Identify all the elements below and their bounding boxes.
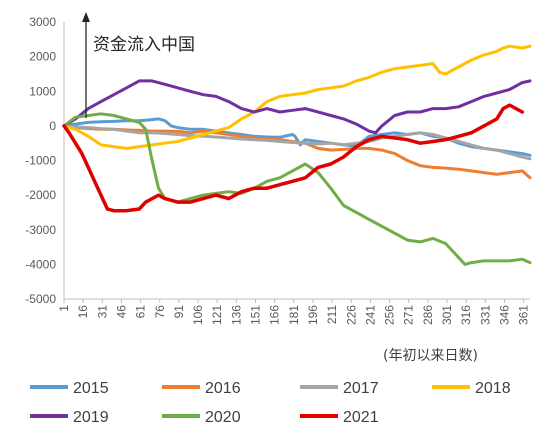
x-axis-ticks: 1 16 31 46 61 76 91 106 121 136 151 166 181 196 211 226…	[57, 299, 531, 325]
x-tick-label: 226	[344, 305, 358, 325]
x-tick-label: 166	[268, 305, 282, 325]
series-line-2020	[62, 112, 532, 266]
x-tick-label: 346	[497, 305, 511, 325]
y-tick-label: 2000	[29, 50, 56, 64]
y-tick-label: -5000	[25, 292, 56, 306]
y-tick-label: 1000	[29, 84, 56, 98]
legend-label-2015: 2015	[73, 380, 109, 397]
legend-label-2018: 2018	[475, 380, 511, 397]
x-tick-label: 76	[153, 305, 167, 319]
x-tick-label: 301	[440, 305, 454, 325]
series-line-2019	[62, 79, 532, 135]
y-tick-label: -3000	[25, 223, 56, 237]
x-tick-label: 256	[383, 305, 397, 325]
annotation-arrow-head	[82, 12, 90, 22]
legend-label-2017: 2017	[343, 380, 379, 397]
x-tick-label: 241	[363, 305, 377, 325]
legend-label-2016: 2016	[205, 380, 241, 397]
x-tick-label: 181	[287, 305, 301, 325]
legend-label-2019: 2019	[73, 409, 109, 426]
legend-label-2020: 2020	[205, 409, 241, 426]
annotation-label: 资金流入中国	[93, 35, 195, 55]
x-tick-label: 106	[191, 305, 205, 325]
x-tick-label: 1	[57, 305, 71, 312]
x-tick-label: 286	[421, 305, 435, 325]
x-tick-label: 151	[249, 305, 263, 325]
y-tick-label: -1000	[25, 154, 56, 168]
y-tick-label: 3000	[29, 15, 56, 29]
annotation: 资金流入中国	[82, 12, 195, 118]
x-tick-label: 136	[229, 305, 243, 325]
x-tick-label: 121	[210, 305, 224, 325]
x-tick-label: 31	[95, 305, 109, 319]
axes	[63, 22, 530, 300]
x-tick-label: 61	[134, 305, 148, 319]
x-tick-label: 211	[325, 305, 339, 324]
x-tick-label: 91	[172, 305, 186, 319]
x-axis-label: (年初以来日数)	[383, 347, 478, 364]
x-tick-label: 331	[478, 305, 492, 325]
legend-label-2021: 2021	[343, 409, 379, 426]
x-tick-label: 46	[114, 305, 128, 319]
x-tick-label: 361	[517, 305, 531, 325]
series-lines	[62, 44, 532, 266]
series-line-2018	[62, 44, 532, 150]
y-tick-label: -2000	[25, 188, 56, 202]
x-tick-label: 16	[76, 305, 90, 319]
series-line-2017	[62, 124, 532, 161]
y-tick-label: 0	[49, 119, 56, 133]
y-tick-label: -4000	[25, 257, 56, 271]
legend: 2015 2016 2017 2018 2019 2020 2021	[30, 380, 511, 426]
x-tick-label: 316	[459, 305, 473, 325]
series-line-2021	[62, 103, 525, 213]
x-tick-label: 271	[402, 305, 416, 325]
y-axis-ticks: 3000 2000 1000 0 -1000 -2000 -3000 -4000 -5000	[25, 15, 56, 306]
x-tick-label: 196	[306, 305, 320, 325]
